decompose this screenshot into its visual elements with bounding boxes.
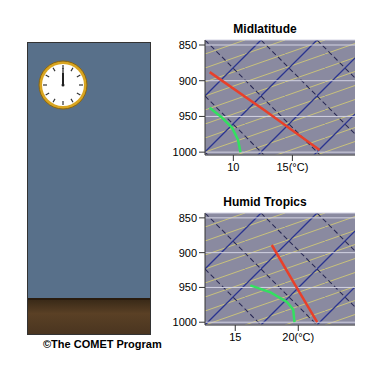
svg-text:850: 850 (179, 212, 197, 224)
html-text:Midlatitude: Midlatitude (233, 22, 297, 36)
svg-text:10: 10 (227, 161, 239, 173)
svg-text:900: 900 (179, 75, 197, 87)
svg-text:950: 950 (179, 110, 197, 122)
svg-text:900: 900 (179, 247, 197, 259)
html-text:©The COMET Program: ©The COMET Program (43, 338, 162, 350)
svg-text:1000: 1000 (173, 146, 197, 158)
html-text:Humid Tropics: Humid Tropics (223, 195, 307, 209)
svg-text:950: 950 (179, 281, 197, 293)
svg-text:20(°C): 20(°C) (282, 331, 314, 343)
svg-text:1000: 1000 (173, 316, 197, 328)
svg-text:850: 850 (179, 39, 197, 51)
svg-text:15: 15 (229, 331, 241, 343)
svg-text:15(°C): 15(°C) (276, 161, 308, 173)
